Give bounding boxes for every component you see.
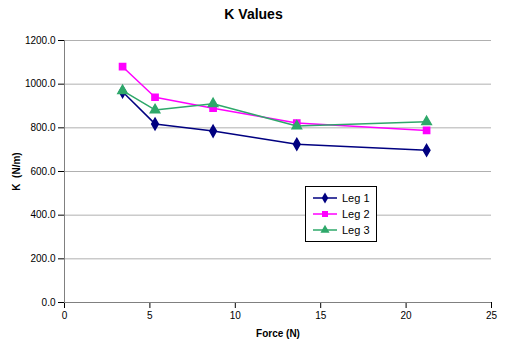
html-text:Leg 1: Leg 1 — [342, 192, 370, 204]
svg-text:1200.0: 1200.0 — [25, 35, 56, 46]
html-text:Leg 3: Leg 3 — [342, 224, 370, 236]
svg-text:Force (N): Force (N) — [256, 328, 300, 339]
svg-text:K (N/m): K (N/m) — [11, 152, 22, 190]
svg-text:0: 0 — [62, 310, 68, 321]
svg-text:800.0: 800.0 — [30, 122, 55, 133]
svg-text:20: 20 — [401, 310, 413, 321]
svg-text:15: 15 — [315, 310, 327, 321]
svg-text:200.0: 200.0 — [30, 253, 55, 264]
html-text:Leg 2: Leg 2 — [342, 208, 370, 220]
svg-text:25: 25 — [486, 310, 498, 321]
svg-text:5: 5 — [147, 310, 153, 321]
svg-text:10: 10 — [230, 310, 242, 321]
svg-text:400.0: 400.0 — [30, 209, 55, 220]
svg-text:1000.0: 1000.0 — [25, 78, 56, 89]
svg-text:600.0: 600.0 — [30, 166, 55, 177]
svg-text:0.0: 0.0 — [42, 297, 56, 308]
html-text:K Values: K Values — [224, 6, 283, 22]
